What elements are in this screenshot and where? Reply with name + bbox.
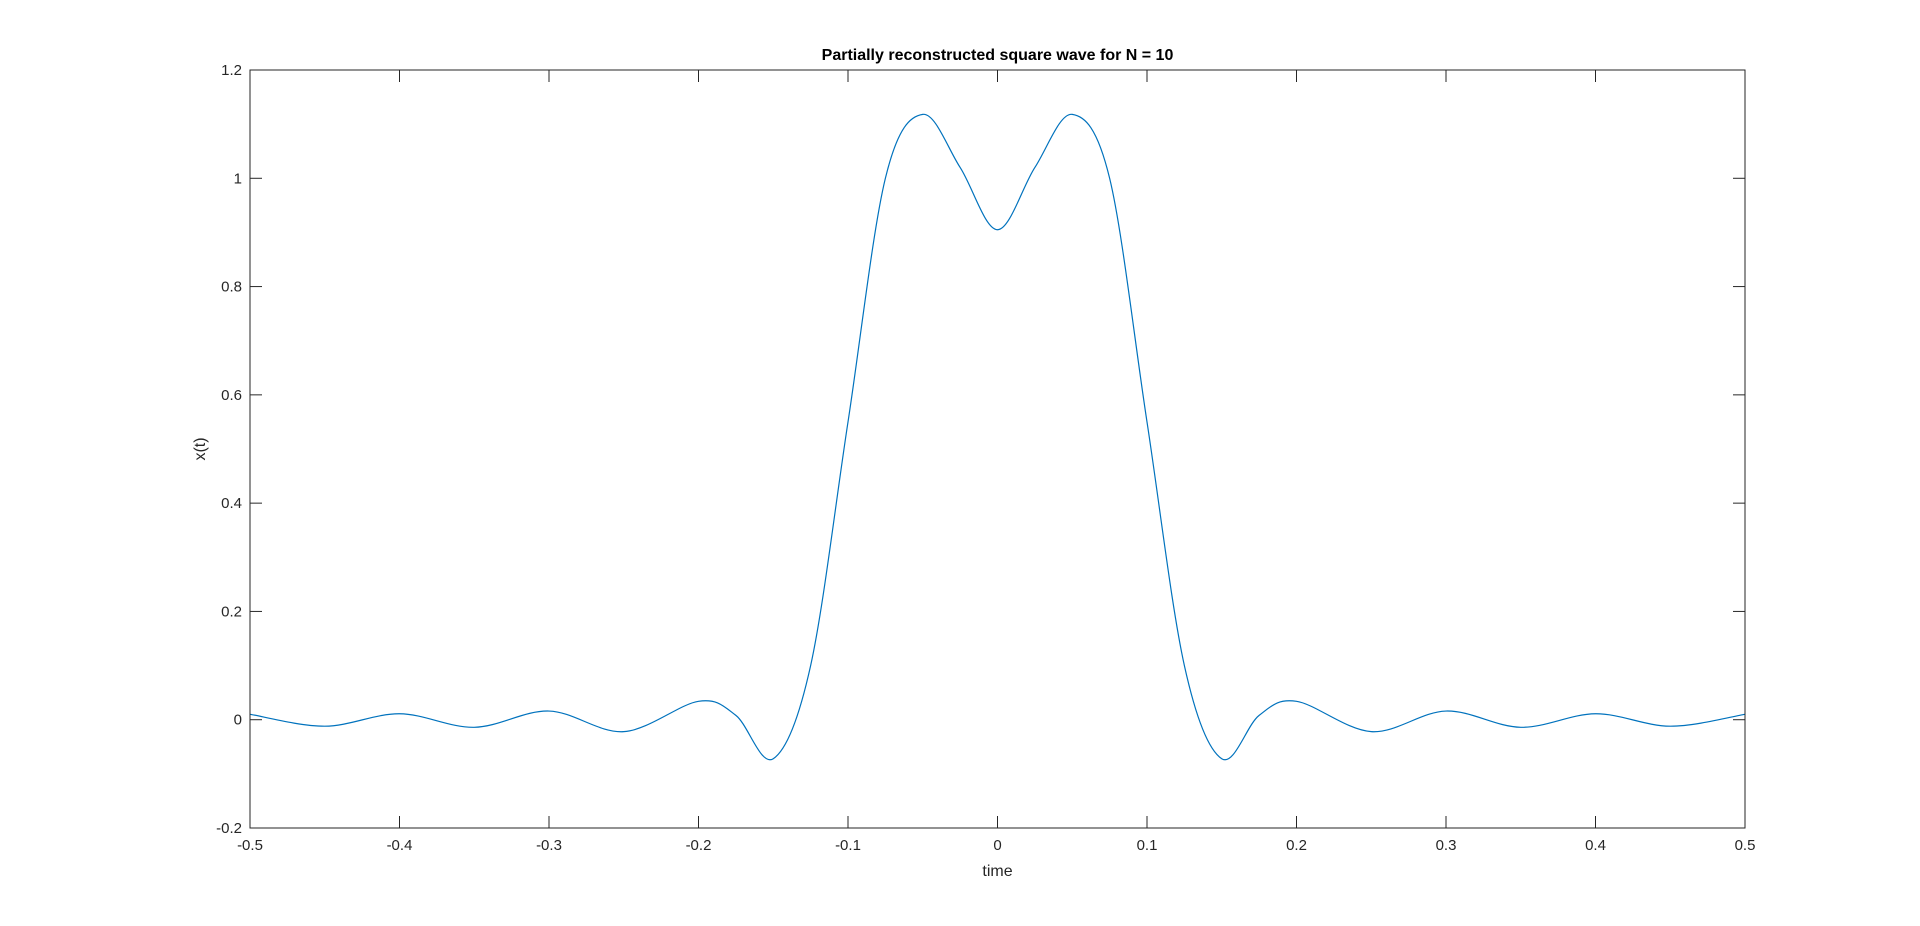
x-tick-label: -0.2 bbox=[686, 837, 712, 854]
y-axis-label: x(t) bbox=[192, 437, 209, 460]
axes-box bbox=[249, 69, 1746, 829]
x-tick-label: -0.4 bbox=[387, 837, 413, 854]
x-tick-label: 0.3 bbox=[1436, 837, 1457, 854]
x-tick-label: -0.5 bbox=[237, 837, 263, 854]
tick-labels: -0.5 -0.4 -0.3 -0.2 -0.1 0 0.1 0.2 0.3 0.4 0.5 -0.2… bbox=[216, 62, 1755, 854]
x-tick-label: -0.1 bbox=[835, 837, 861, 854]
plot-area bbox=[250, 70, 1745, 828]
x-tick-label: -0.3 bbox=[536, 837, 562, 854]
x-tick-label: 0.2 bbox=[1286, 837, 1307, 854]
y-tick-label: 0.8 bbox=[221, 279, 242, 296]
y-tick-label: 0.6 bbox=[221, 387, 242, 404]
x-axis-label: time bbox=[982, 863, 1012, 880]
y-tick-label: 1.2 bbox=[221, 62, 242, 79]
x-tick-label: 0.5 bbox=[1735, 837, 1756, 854]
x-tick-label: 0.4 bbox=[1585, 837, 1606, 854]
y-tick-label: 1 bbox=[234, 170, 242, 187]
y-tick-label: -0.2 bbox=[216, 820, 242, 837]
y-tick-label: 0 bbox=[234, 712, 242, 729]
y-tick-label: 0.2 bbox=[221, 603, 242, 620]
y-tick-label: 0.4 bbox=[221, 495, 242, 512]
x-tick-label: 0.1 bbox=[1137, 837, 1158, 854]
chart-title: Partially reconstructed square wave for … bbox=[822, 47, 1174, 64]
x-tick-label: 0 bbox=[993, 837, 1001, 854]
series-line bbox=[249, 113, 1746, 761]
